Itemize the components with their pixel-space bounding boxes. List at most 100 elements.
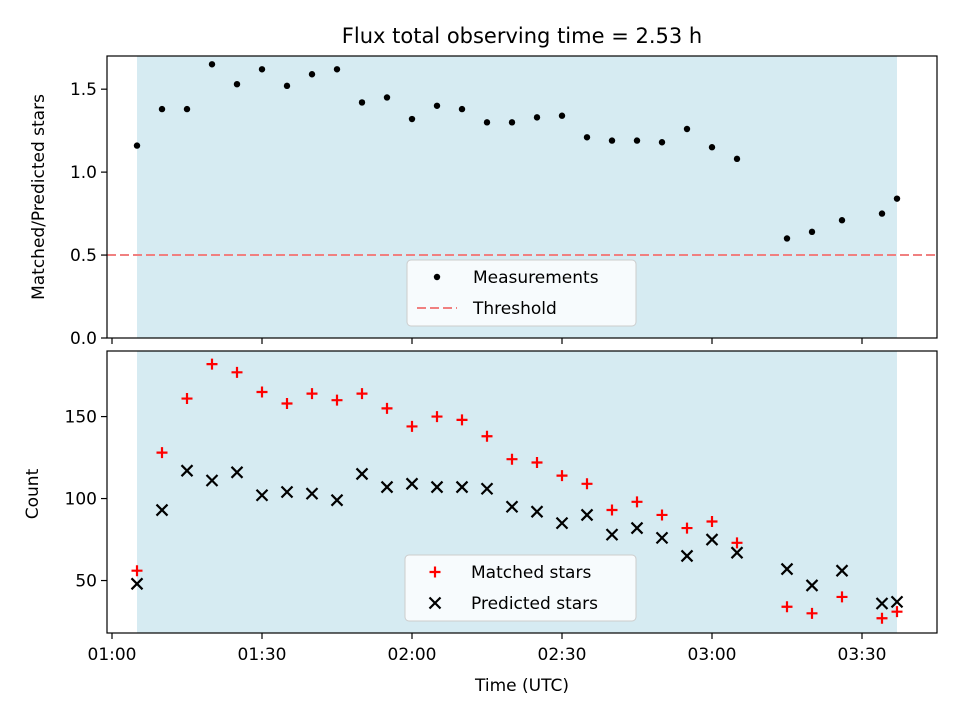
top-y-tick-label: 0.0	[70, 329, 97, 349]
top-legend-marker	[433, 273, 441, 281]
predicted-star-point	[155, 503, 169, 517]
predicted-star-point	[380, 480, 394, 494]
predicted-star-point	[480, 482, 494, 495]
matched-star-point	[706, 516, 718, 528]
predicted-star-point	[605, 528, 619, 541]
matched-star-point	[656, 509, 668, 521]
matched-star-point	[206, 358, 218, 370]
measurement-point	[183, 105, 191, 113]
measurement-point	[208, 61, 216, 68]
measurement-point	[838, 217, 846, 224]
x-tick-label: 03:00	[688, 645, 737, 665]
measurement-point	[583, 134, 591, 141]
matched-star-point	[631, 496, 643, 508]
predicted-star-point	[655, 531, 669, 545]
measurement-point	[558, 112, 566, 119]
predicted-star-point	[780, 562, 794, 576]
bottom-y-tick-label: 150	[65, 408, 97, 428]
matched-star-point	[281, 397, 293, 409]
matched-star-point	[806, 607, 818, 619]
measurement-point	[608, 137, 616, 144]
predicted-star-point	[230, 466, 244, 479]
matched-star-point	[876, 612, 888, 624]
x-axis-label: Time (UTC)	[474, 676, 569, 696]
predicted-star-point	[255, 489, 269, 502]
predicted-star-point	[835, 564, 849, 577]
matched-star-point	[581, 478, 593, 490]
top-plot-frame	[106, 55, 938, 339]
predicted-star-point	[205, 474, 219, 487]
measurement-point	[683, 125, 691, 133]
measurement-point	[233, 81, 241, 88]
x-tick-label: 01:30	[238, 645, 287, 665]
x-tick-label: 03:30	[838, 645, 887, 665]
matched-star-point	[781, 601, 793, 613]
predicted-star-point	[875, 597, 889, 610]
predicted-star-point	[705, 533, 719, 546]
predicted-star-point	[630, 521, 644, 535]
measurement-point	[893, 195, 901, 202]
matched-star-point	[506, 453, 518, 465]
measurement-point	[878, 210, 886, 217]
matched-star-point	[356, 388, 368, 400]
predicted-star-point	[805, 579, 819, 592]
matched-star-point	[381, 402, 393, 414]
top-legend-box	[406, 259, 637, 327]
measurement-point	[308, 71, 316, 78]
top-y-tick-label: 1.5	[70, 80, 97, 100]
predicted-star-point	[180, 464, 194, 477]
measurement-point	[808, 228, 816, 236]
matched-star-point	[836, 591, 848, 603]
top-y-tick-label: 0.5	[70, 246, 97, 266]
bottom-legend-label: Matched stars	[471, 563, 591, 583]
predicted-star-point	[430, 480, 444, 494]
measurement-point	[633, 137, 641, 144]
measurement-point	[133, 142, 141, 149]
x-tick-label: 02:00	[388, 645, 437, 665]
top-legend-label: Threshold	[472, 299, 557, 319]
measurement-point	[708, 144, 716, 151]
predicted-star-point	[405, 477, 419, 491]
measurement-point	[258, 66, 266, 73]
predicted-star-point	[580, 508, 594, 522]
predicted-star-point	[280, 485, 294, 499]
predicted-star-point	[305, 487, 319, 500]
bottom-plot-frame	[106, 350, 938, 634]
measurement-point	[383, 94, 391, 101]
measurement-point	[458, 105, 466, 113]
bottom-legend-marker	[429, 566, 441, 578]
measurement-point	[508, 119, 516, 126]
bottom-legend-box	[404, 554, 637, 622]
matched-star-point	[606, 504, 618, 516]
bottom-panel: 50 100 150 01:00 01:30 02:00 02:30 03:00 03:30 Ma…	[65, 350, 938, 665]
bottom-y-tick-label: 50	[75, 572, 97, 592]
measurement-point	[533, 114, 541, 121]
predicted-star-point	[680, 549, 694, 563]
measurement-point	[333, 66, 341, 73]
matched-star-point	[431, 411, 443, 423]
measurement-point	[408, 115, 416, 123]
matched-star-point	[731, 537, 743, 549]
top-y-axis-label: Matched/Predicted stars	[29, 94, 49, 300]
measurement-point	[358, 99, 366, 106]
matched-star-point	[131, 565, 143, 577]
matched-star-point	[156, 447, 168, 459]
top-panel: 0.0 0.5 1.0 1.5 Measurements Threshold	[70, 55, 938, 349]
matched-star-point	[556, 470, 568, 482]
measurement-point	[433, 102, 441, 109]
predicted-star-point	[730, 546, 744, 559]
predicted-star-point	[355, 467, 369, 481]
matched-star-point	[681, 522, 693, 534]
matched-star-point	[306, 388, 318, 400]
matched-star-point	[406, 420, 418, 432]
measurement-point	[158, 105, 166, 113]
bottom-legend-marker	[428, 596, 442, 610]
bottom-legend-label: Predicted stars	[471, 594, 598, 614]
predicted-star-point	[505, 500, 519, 514]
measurement-point	[658, 139, 666, 146]
measurement-point	[733, 155, 741, 163]
predicted-star-point	[530, 505, 544, 518]
predicted-star-point	[455, 480, 469, 494]
matched-star-point	[891, 606, 903, 618]
